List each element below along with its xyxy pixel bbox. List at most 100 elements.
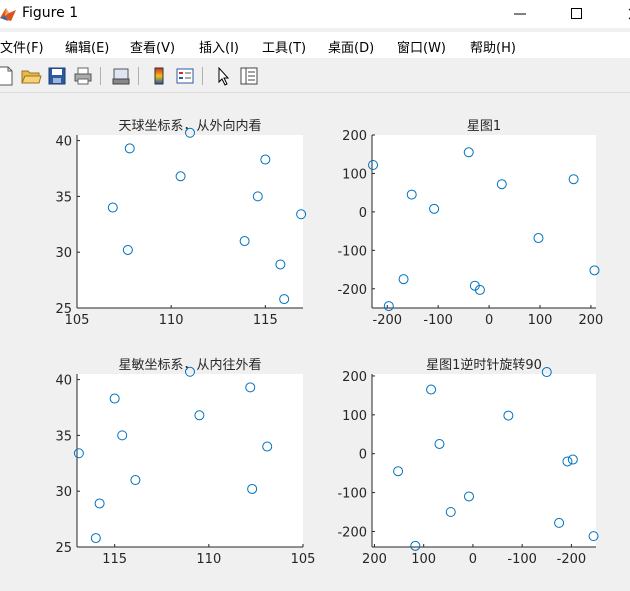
data-point [107,202,118,213]
data-point [589,265,600,276]
data-point [568,174,579,185]
data-point [279,294,290,305]
insert-colorbar-button[interactable] [148,65,170,87]
axes-bottom-right[interactable]: -200 -100 0 100 200 -200 -100 0 100 200 星图1逆时针旋转90 [337,357,599,567]
data-point [588,531,599,542]
print-button[interactable] [72,65,94,87]
x-tick-label: 200 [362,552,387,567]
y-tick-label: 0 [359,206,367,221]
y-tick-label: -200 [337,525,367,540]
toolbar-separator [100,67,101,85]
menu-insert[interactable]: 插入(I) [199,41,239,56]
toolbar [0,60,630,93]
x-tick-label: 200 [578,313,603,328]
data-point [73,448,84,459]
x-tick-label: 105 [291,552,316,567]
data-point [533,233,544,244]
edit-plot-button[interactable] [212,65,234,87]
plot-title: 天球坐标系，从外向内看 [118,118,261,134]
maximize-button[interactable] [554,0,600,28]
data-point [296,209,307,220]
data-point [567,454,578,465]
menu-tools[interactable]: 工具(T) [262,41,307,56]
data-point [185,127,195,138]
x-tick-label: -200 [373,313,403,328]
y-tick-label: 25 [55,541,72,556]
y-tick-label: 30 [55,246,72,261]
data-point [554,517,565,528]
open-file-icon [21,70,42,84]
axes-top-left[interactable]: 105 110 115 25 30 35 40 天球坐标系，从外向内看 [55,118,307,328]
maximize-icon [571,8,582,19]
insert-legend-button[interactable] [174,65,196,87]
insert-colorbar-icon [154,67,164,85]
data-point [445,507,456,518]
edit-plot-arrow-icon [218,66,230,86]
data-point [275,259,286,270]
x-tick-label: 115 [253,313,278,328]
minimize-button[interactable] [497,0,543,28]
data-point [122,244,133,255]
y-tick-label: 30 [55,485,72,500]
data-point [426,384,437,395]
data-point [368,159,379,170]
link-plot-icon [112,68,130,85]
data-point [262,441,273,452]
data-point [130,475,141,486]
menu-desktop[interactable]: 桌面(D) [328,41,375,56]
plot-title: 星图1 [467,119,501,134]
data-point [503,410,514,421]
x-tick-label: 105 [65,313,90,328]
menu-view[interactable]: 查看(V) [130,41,176,56]
data-point [434,438,445,449]
menu-window[interactable]: 窗口(W) [397,41,446,56]
x-tick-label: 110 [196,552,221,567]
insert-legend-icon [176,68,194,84]
menu-file[interactable]: 文件(F) [0,41,44,56]
print-icon [74,67,92,85]
x-tick-label: -100 [507,552,537,567]
data-point [474,284,485,295]
open-file-button[interactable] [20,65,42,87]
axes-top-right[interactable]: -200 -100 0 100 200 -200 -100 0 100 200 星图1 [337,119,603,328]
close-button[interactable] [611,0,630,28]
minimize-icon [514,13,526,15]
plot-title: 星敏坐标系，从内往外看 [118,357,261,373]
title-bar: Figure 1 [0,0,630,28]
x-tick-label: 0 [469,552,477,567]
data-point [463,147,474,158]
data-point [562,456,573,467]
data-point [94,498,105,509]
y-tick-label: 200 [342,370,367,385]
matlab-figure-icon [0,8,16,21]
x-tick-label: 100 [411,552,436,567]
new-figure-button[interactable] [0,65,16,87]
axes-background [372,374,596,547]
save-icon [48,67,66,85]
window-title: Figure 1 [22,5,79,21]
property-inspector-button[interactable] [238,65,260,87]
data-point [175,171,186,182]
y-tick-label: 100 [342,409,367,424]
property-inspector-icon [240,67,258,85]
y-tick-label: 100 [342,167,367,182]
menu-help[interactable]: 帮助(H) [470,41,516,56]
x-tick-label: -200 [557,552,587,567]
axes-bottom-left[interactable]: 105 110 115 25 30 35 40 星敏坐标系，从内往外看 [55,357,315,567]
menu-edit[interactable]: 编辑(E) [65,41,110,56]
x-tick-label: 110 [159,313,184,328]
data-point [117,430,128,441]
y-tick-label: -100 [337,487,367,502]
data-point [245,382,256,393]
x-tick-label: 115 [102,552,127,567]
data-point [252,191,263,202]
y-tick-label: 35 [55,190,72,205]
data-point [239,236,250,247]
y-tick-label: 35 [55,429,72,444]
save-button[interactable] [46,65,68,87]
menu-bar: 文件(F) 编辑(E) 查看(V) 插入(I) 工具(T) 桌面(D) 窗口(W… [0,32,630,58]
y-tick-label: 200 [342,129,367,144]
link-plot-button[interactable] [110,65,132,87]
data-point [463,491,474,502]
y-tick-label: 0 [359,448,367,463]
